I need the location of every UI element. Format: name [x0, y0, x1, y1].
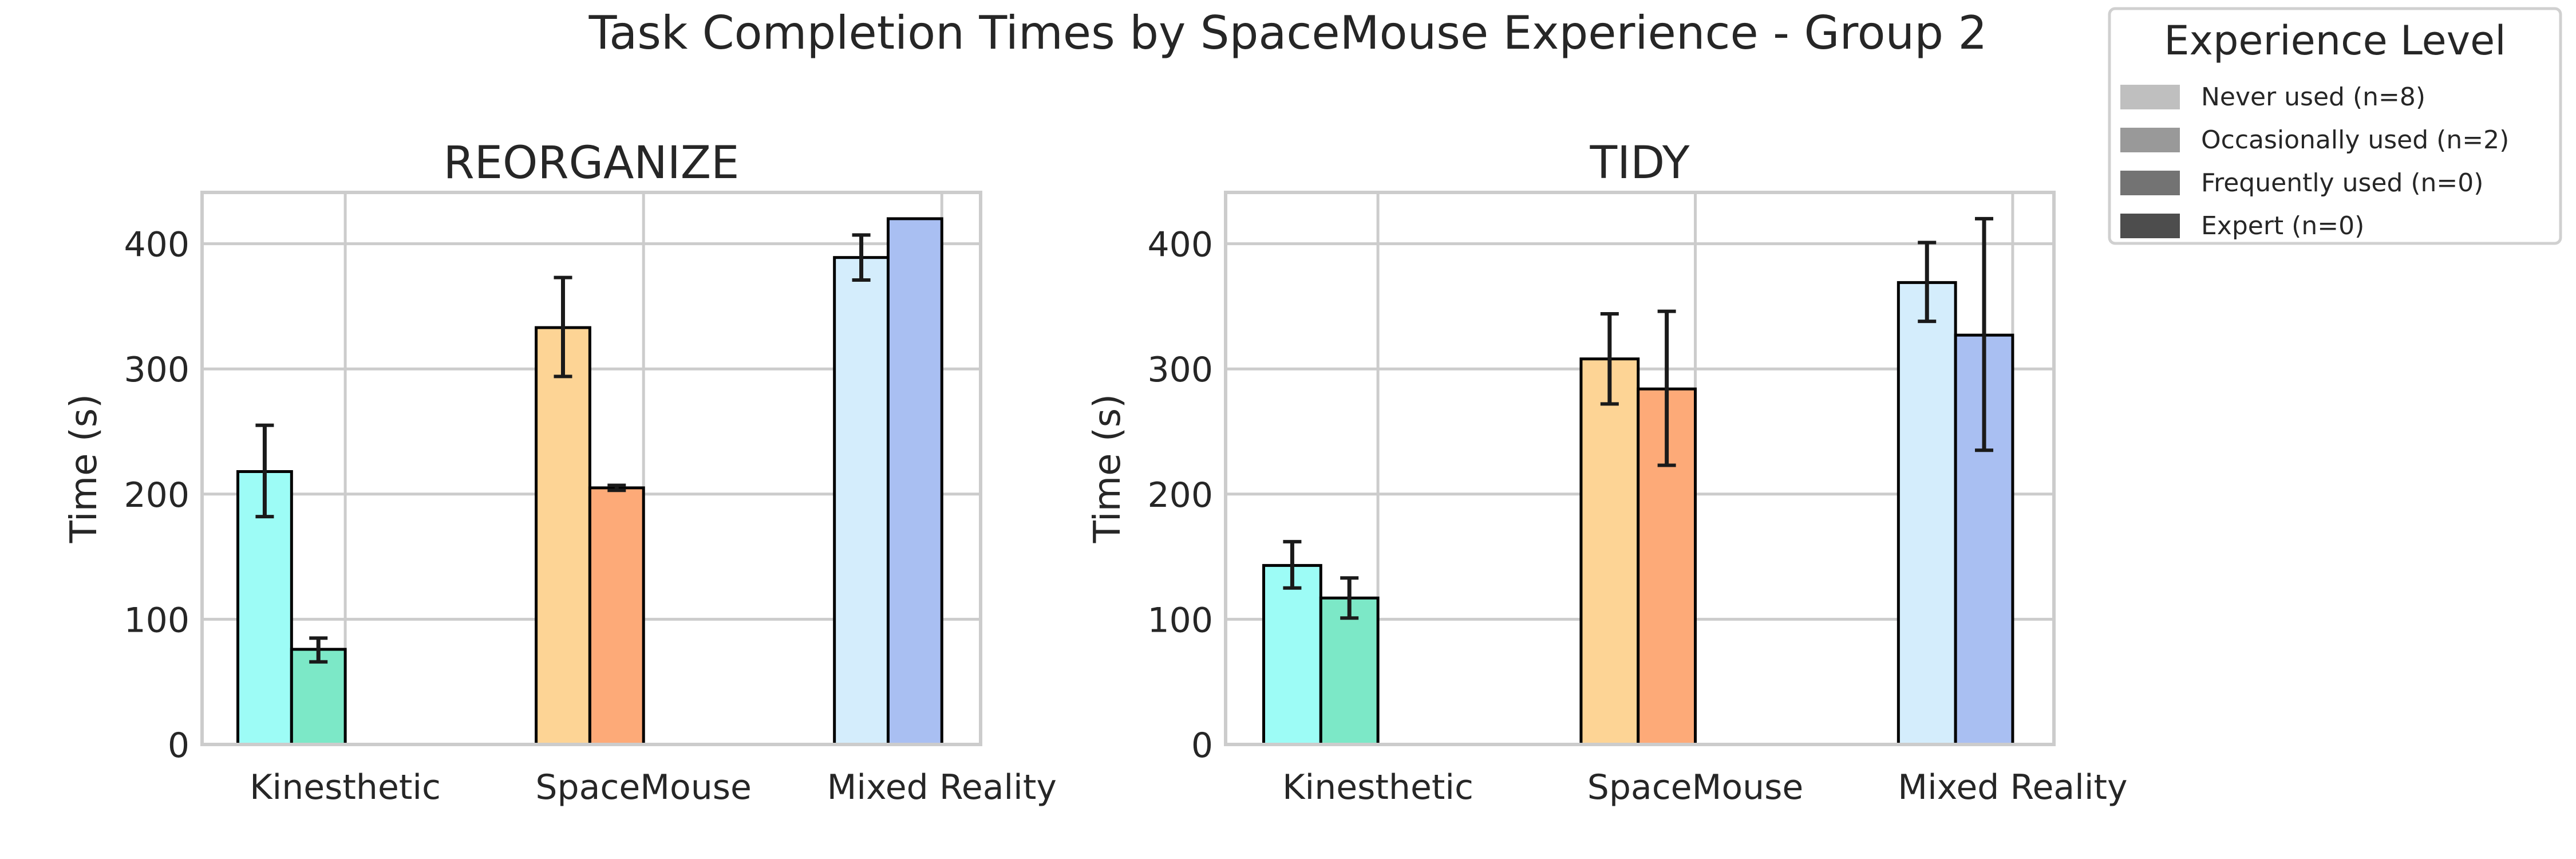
legend-swatch — [2120, 128, 2180, 152]
legend-title: Experience Level — [2164, 17, 2506, 64]
bar — [1897, 281, 1957, 746]
figure-title: Task Completion Times by SpaceMouse Expe… — [588, 6, 1988, 60]
y-axis-label: Time (s) — [1086, 394, 1129, 543]
y-tick-label: 0 — [1191, 726, 1213, 766]
bar — [588, 486, 645, 746]
legend-swatch — [2120, 171, 2180, 195]
x-tick-label: Mixed Reality — [827, 767, 1057, 807]
bar — [1319, 596, 1380, 746]
legend-frame — [2108, 7, 2562, 245]
y-tick-label: 100 — [124, 600, 189, 640]
y-tick-label: 400 — [1147, 225, 1213, 265]
y-tick-label: 300 — [1147, 350, 1213, 390]
bar — [535, 326, 591, 746]
legend-swatch — [2120, 85, 2180, 109]
bar — [1579, 357, 1640, 746]
axes-frame — [200, 191, 982, 746]
y-tick-label: 100 — [1147, 600, 1213, 640]
panel-tidy: 0 100 200 300 400 Kinesthetic SpaceMouse Mixed … — [1086, 137, 2128, 807]
y-tick-label: 400 — [124, 225, 189, 265]
legend-label: Expert (n=0) — [2201, 211, 2364, 241]
axes-frame — [1224, 191, 2056, 746]
bar — [833, 256, 890, 746]
y-tick-label: 200 — [1147, 475, 1213, 515]
x-tick-label: SpaceMouse — [1587, 767, 1804, 807]
legend-label: Never used (n=8) — [2201, 82, 2425, 112]
x-tick-label: Mixed Reality — [1898, 767, 2127, 807]
panel-title: REORGANIZE — [444, 137, 740, 189]
y-tick-label: 300 — [124, 350, 189, 390]
legend: Experience Level Never used (n=8) Occasion… — [2108, 7, 2562, 245]
y-tick-label: 0 — [168, 726, 189, 766]
y-axis-label: Time (s) — [63, 394, 105, 543]
x-tick-label: SpaceMouse — [535, 767, 752, 807]
legend-label: Occasionally used (n=2) — [2201, 125, 2509, 155]
x-tick-label: Kinesthetic — [1282, 767, 1473, 807]
y-tick-label: 200 — [124, 475, 189, 515]
bar — [886, 217, 943, 746]
panel-reorganize: 0 100 200 300 400 Kinesthetic SpaceMouse Mixed … — [63, 137, 1057, 807]
bar — [1262, 564, 1322, 746]
x-tick-label: Kinesthetic — [250, 767, 441, 807]
panel-title: TIDY — [1589, 137, 1689, 189]
legend-swatch — [2120, 214, 2180, 238]
bar — [290, 648, 347, 746]
legend-label: Frequently used (n=0) — [2201, 168, 2483, 198]
